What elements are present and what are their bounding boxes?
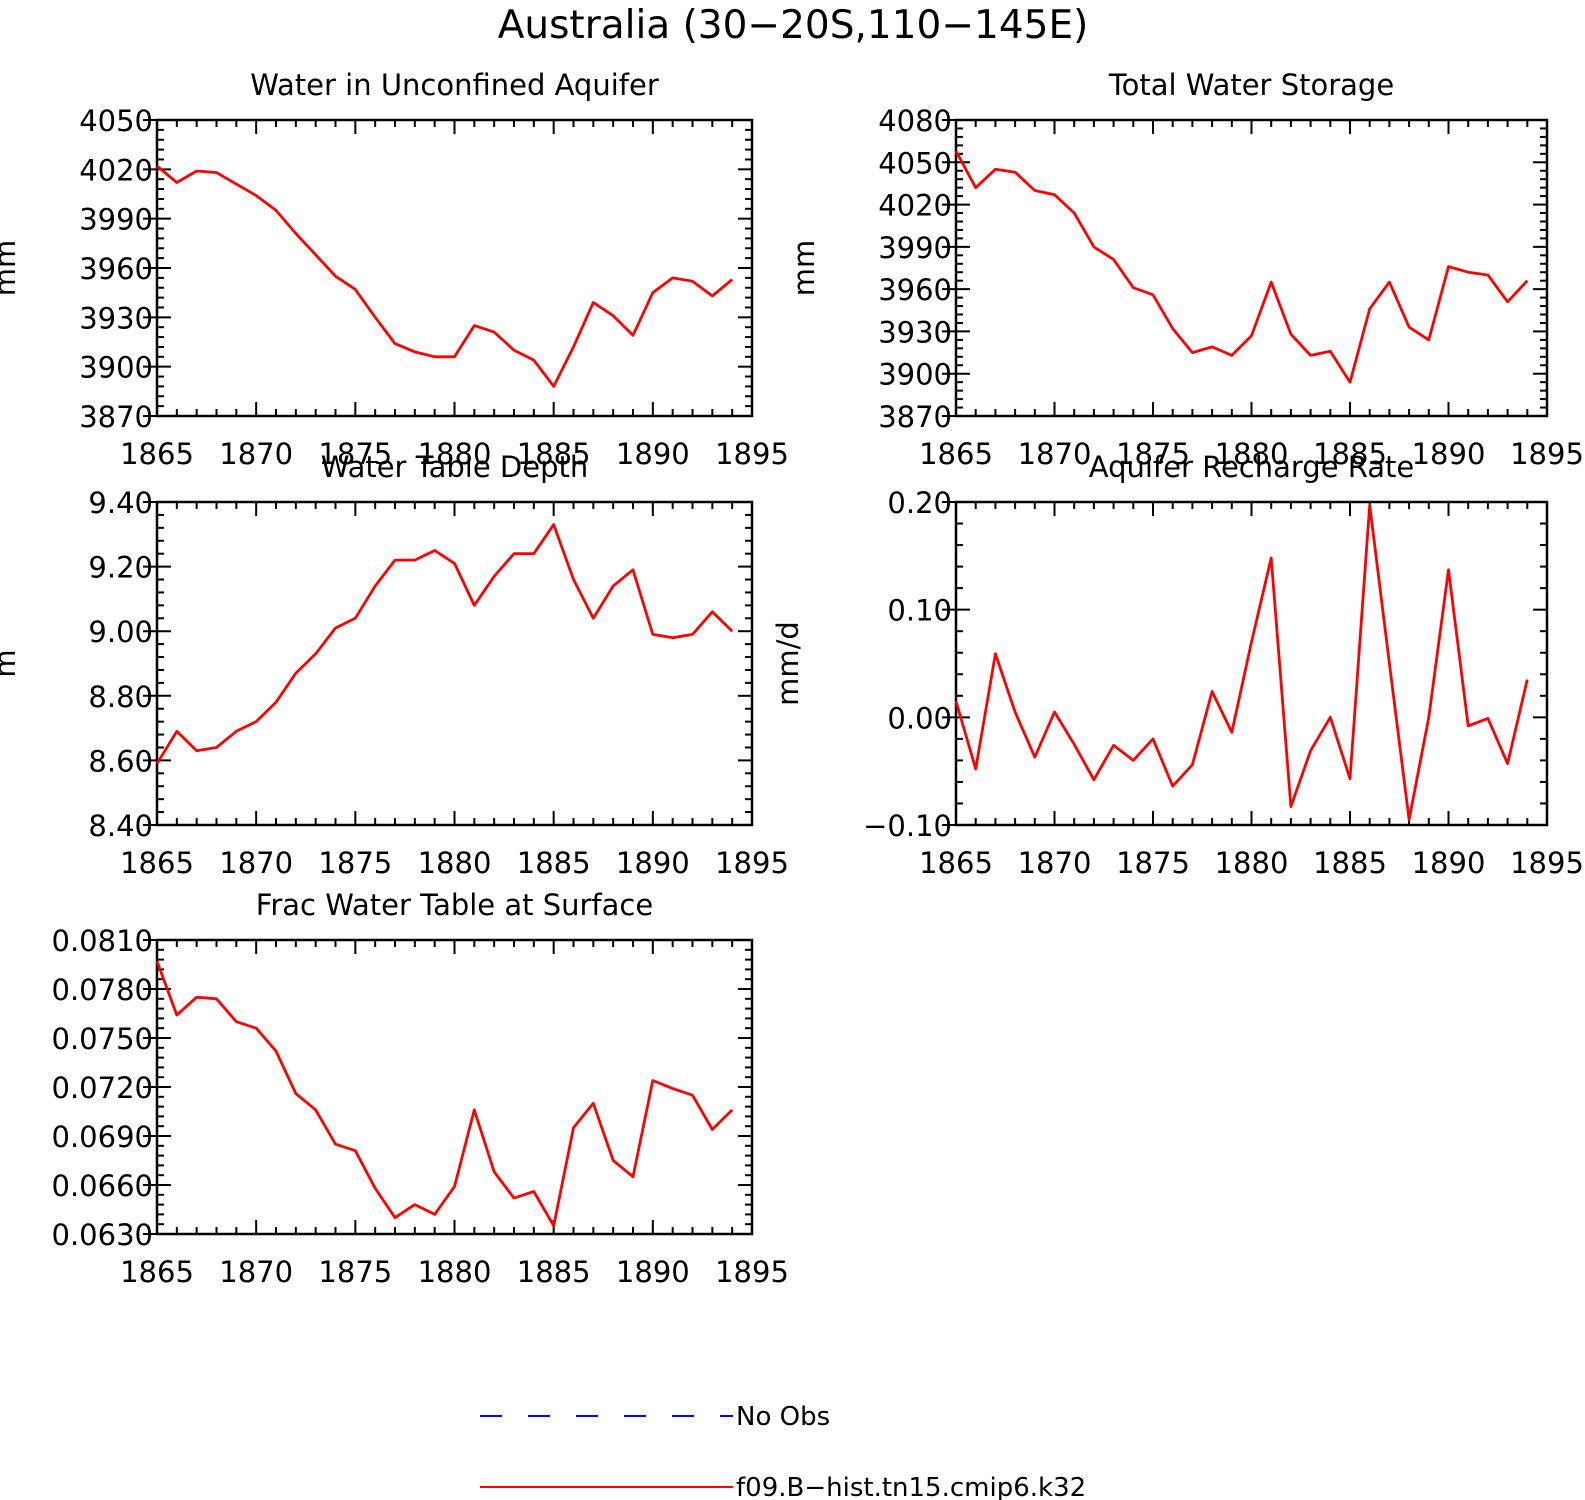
y-tick-label: −0.10 [863, 809, 952, 843]
x-tick-label: 1880 [1215, 437, 1289, 471]
y-tick-label: 4020 [79, 153, 153, 187]
y-tick-label: 9.20 [88, 551, 153, 585]
legend-label-no-obs: No Obs [736, 1402, 830, 1432]
y-tick-label: 3870 [79, 400, 153, 434]
x-tick-label: 1890 [1412, 437, 1486, 471]
y-axis-label: mm/d [771, 621, 805, 706]
x-tick-label: 1895 [1510, 846, 1584, 880]
x-tick-label: 1870 [1018, 437, 1092, 471]
y-tick-label: 0.00 [887, 701, 952, 735]
y-tick-label: 3960 [878, 273, 952, 307]
y-tick-label: 4050 [878, 146, 952, 180]
panel-title: Frac Water Table at Surface [256, 888, 653, 922]
legend: No Obs f09.B−hist.tn15.cmip6.k32 [480, 1402, 1086, 1500]
panel-title: Water in Unconfined Aquifer [250, 68, 659, 102]
y-tick-label: 0.0630 [52, 1218, 153, 1252]
chart-panel-4: 1865 1870 1875 1880 1885 1890 1895 −0.10 0.00 0.1… [771, 450, 1584, 880]
y-tick-label: 0.0720 [52, 1071, 153, 1105]
series-line [155, 523, 734, 765]
chart-panel-1: 1865 1870 1875 1880 1885 1890 1895 3870 3900 3930… [0, 68, 789, 471]
y-tick-label: 4050 [79, 104, 153, 138]
y-tick-label: 0.0690 [52, 1120, 153, 1154]
y-axis-label: m [0, 649, 22, 677]
y-tick-label: 8.60 [88, 744, 153, 778]
y-tick-label: 4020 [878, 189, 952, 223]
panel-title: Total Water Storage [1108, 68, 1394, 102]
y-tick-label: 3990 [878, 231, 952, 265]
chart-panels: 1865 1870 1875 1880 1885 1890 1895 3870 3900 3930… [0, 68, 1584, 1289]
y-axis-label: mm [787, 240, 821, 297]
x-tick-label: 1880 [1215, 846, 1289, 880]
plot-frame [155, 938, 754, 1236]
x-tick-label: 1870 [1018, 846, 1092, 880]
x-tick-label: 1875 [1116, 846, 1190, 880]
y-axis-label: mm [0, 240, 22, 297]
y-tick-label: 3930 [878, 315, 952, 349]
x-tick-label: 1865 [120, 437, 194, 471]
x-tick-label: 1880 [418, 846, 492, 880]
series-line [954, 150, 1529, 384]
x-tick-label: 1865 [120, 1255, 194, 1289]
figure-title: Australia (30−20S,110−145E) [498, 3, 1089, 48]
chart-panel-5: 1865 1870 1875 1880 1885 1890 1895 0.0630 0.0660… [52, 888, 789, 1289]
x-tick-label: 1890 [616, 1255, 690, 1289]
x-tick-label: 1865 [919, 846, 993, 880]
y-tick-label: 4080 [878, 104, 952, 138]
x-tick-label: 1895 [715, 1255, 789, 1289]
y-tick-label: 3930 [79, 301, 153, 335]
y-tick-label: 3990 [79, 203, 153, 237]
x-tick-label: 1870 [219, 437, 293, 471]
x-tick-label: 1890 [616, 437, 690, 471]
x-tick-label: 1885 [517, 437, 591, 471]
y-tick-label: 3900 [878, 358, 952, 392]
chart-panel-3: 1865 1870 1875 1880 1885 1890 1895 8.40 8.60 8.80… [0, 450, 789, 880]
x-tick-label: 1880 [418, 437, 492, 471]
x-tick-label: 1885 [1313, 437, 1387, 471]
plot-frame [954, 500, 1549, 827]
x-tick-label: 1890 [1412, 846, 1486, 880]
x-tick-label: 1895 [715, 437, 789, 471]
series-line [155, 960, 734, 1228]
x-tick-label: 1875 [318, 437, 392, 471]
x-tick-label: 1885 [517, 846, 591, 880]
series-line [156, 164, 734, 388]
y-tick-label: 0.0810 [52, 924, 153, 958]
x-tick-label: 1885 [517, 1255, 591, 1289]
y-tick-label: 8.40 [88, 809, 153, 843]
x-tick-label: 1895 [1510, 437, 1584, 471]
series-line [954, 503, 1529, 821]
y-tick-label: 3900 [79, 351, 153, 385]
y-tick-label: 0.20 [887, 486, 952, 520]
x-tick-label: 1865 [919, 437, 993, 471]
y-tick-label: 9.40 [88, 486, 153, 520]
y-tick-label: 3870 [878, 400, 952, 434]
panel-title: Water Table Depth [321, 450, 589, 484]
x-tick-label: 1895 [715, 846, 789, 880]
x-tick-label: 1890 [616, 846, 690, 880]
x-tick-label: 1875 [1116, 437, 1190, 471]
plot-frame [155, 118, 754, 418]
x-tick-label: 1880 [418, 1255, 492, 1289]
chart-panel-2: 1865 1870 1875 1880 1885 1890 1895 3870 3900 3930… [787, 68, 1584, 471]
y-tick-label: 0.0660 [52, 1169, 153, 1203]
x-tick-label: 1885 [1313, 846, 1387, 880]
x-tick-label: 1875 [318, 846, 392, 880]
x-tick-label: 1865 [120, 846, 194, 880]
plot-frame [155, 500, 754, 827]
legend-label-model: f09.B−hist.tn15.cmip6.k32 [736, 1473, 1086, 1500]
x-tick-label: 1870 [219, 846, 293, 880]
x-tick-label: 1870 [219, 1255, 293, 1289]
y-tick-label: 0.0750 [52, 1022, 153, 1056]
y-tick-label: 0.0780 [52, 973, 153, 1007]
y-tick-label: 3960 [79, 252, 153, 286]
y-tick-label: 9.00 [88, 615, 153, 649]
y-tick-label: 8.80 [88, 680, 153, 714]
y-tick-label: 0.10 [887, 594, 952, 628]
x-tick-label: 1875 [318, 1255, 392, 1289]
panel-title: Aquifer Recharge Rate [1089, 450, 1415, 484]
